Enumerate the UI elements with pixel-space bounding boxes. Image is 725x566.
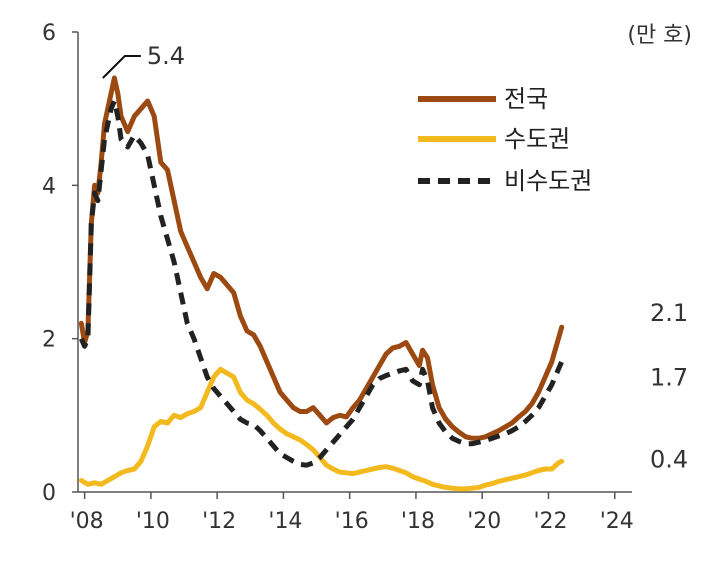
y-tick-label: 6 [42, 21, 56, 46]
series-line-0 [78, 75, 565, 441]
x-tick-label: '14 [268, 509, 302, 534]
series-line-2 [79, 98, 564, 468]
peak-label: 5.4 [147, 42, 185, 70]
axes: 0 2 4 6 '08 '10 '12 '14 '16 '18 '20 '22 '24 [42, 21, 634, 534]
unit-label: (만 호) [627, 23, 692, 48]
series-line-1 [78, 366, 565, 492]
x-tick-label: '22 [533, 509, 567, 534]
y-tick-label: 2 [42, 328, 56, 353]
x-tick-label: '08 [70, 509, 104, 534]
y-tick-label: 0 [42, 481, 56, 506]
legend-label-1: 수도권 [504, 125, 570, 153]
series-end-label: 0.4 [650, 445, 688, 473]
y-tick-label: 4 [42, 174, 56, 199]
x-tick-label: '20 [467, 509, 501, 534]
legend-label-0: 전국 [504, 85, 548, 113]
series-layer [78, 75, 565, 492]
x-tick-label: '10 [136, 509, 170, 534]
x-tick-label: '18 [401, 509, 435, 534]
labels-layer: 2.1 0.4 1.7 5.4 [102, 42, 688, 473]
legend-label-2: 비수도권 [504, 167, 592, 195]
series-end-label: 2.1 [650, 299, 688, 327]
x-tick-label: '24 [600, 509, 634, 534]
x-tick-label: '12 [202, 509, 236, 534]
peak-leader-line [102, 55, 141, 79]
series-end-label: 1.7 [650, 364, 688, 392]
x-tick-label: '16 [335, 509, 369, 534]
